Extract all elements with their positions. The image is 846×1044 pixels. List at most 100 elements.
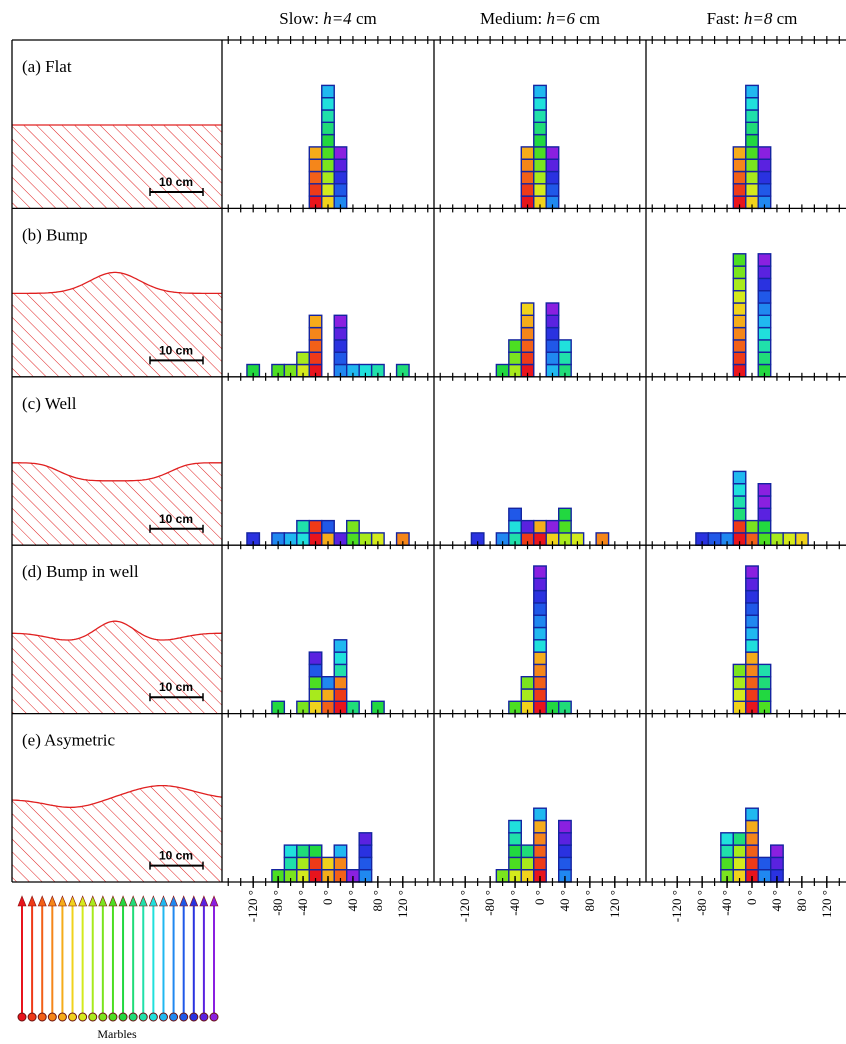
legend-marble bbox=[118, 1012, 128, 1022]
marble-square bbox=[745, 577, 759, 592]
marble-square bbox=[745, 651, 759, 666]
marble-square bbox=[745, 121, 759, 136]
x-tick-label: 40 ° bbox=[557, 890, 572, 911]
marble-square bbox=[333, 676, 348, 690]
legend-arrow-head bbox=[47, 895, 57, 907]
legend-arrow-head bbox=[57, 895, 67, 907]
legend-arrow-head bbox=[88, 895, 98, 907]
x-tick-label: -40 ° bbox=[719, 890, 734, 916]
marble-square bbox=[732, 663, 747, 678]
marble-square bbox=[545, 183, 560, 197]
legend-arrow-head bbox=[199, 895, 209, 907]
marble-square bbox=[745, 96, 759, 111]
marble-square bbox=[757, 326, 772, 341]
marble-square bbox=[558, 351, 572, 366]
marble-square bbox=[757, 170, 772, 185]
row-label: (e) Asymetric bbox=[22, 731, 115, 750]
marble-square bbox=[533, 663, 547, 678]
marble-square bbox=[732, 844, 747, 859]
header-speed: Medium: bbox=[480, 9, 542, 28]
marble-square bbox=[358, 856, 373, 871]
marble-square bbox=[732, 158, 747, 173]
x-tick-label: 120 ° bbox=[607, 890, 622, 918]
marble-square bbox=[745, 158, 759, 173]
marble-square bbox=[358, 832, 373, 846]
marble-square bbox=[308, 314, 323, 329]
marble-square bbox=[520, 146, 535, 160]
x-tick-label: 0 ° bbox=[532, 890, 547, 905]
legend-marble bbox=[27, 1012, 37, 1022]
marble-square bbox=[732, 676, 747, 690]
marble-square bbox=[520, 688, 535, 703]
header-speed: Slow: bbox=[279, 9, 319, 28]
marble-square bbox=[558, 844, 572, 859]
x-tick-label: 40 ° bbox=[345, 890, 360, 911]
marble-square bbox=[533, 170, 547, 185]
marble-square bbox=[520, 326, 535, 341]
marble-square bbox=[333, 351, 348, 366]
legend-arrow-head bbox=[118, 895, 128, 907]
marble-square bbox=[333, 651, 348, 666]
terrain-surface bbox=[12, 620, 223, 641]
marble-square bbox=[732, 351, 747, 366]
marble-square bbox=[757, 146, 772, 160]
header-unit: cm bbox=[777, 9, 798, 28]
marble-square bbox=[508, 519, 522, 534]
x-tick-label: 0 ° bbox=[744, 890, 759, 905]
marble-square bbox=[333, 170, 348, 185]
legend-arrow-head bbox=[78, 895, 88, 907]
marble-square bbox=[520, 856, 535, 871]
terrain-fill bbox=[12, 621, 222, 714]
marble-square bbox=[321, 519, 335, 534]
legend-marble bbox=[88, 1012, 98, 1022]
marble-square bbox=[321, 146, 335, 160]
marble-square bbox=[757, 483, 772, 497]
marble-square bbox=[520, 302, 535, 317]
marble-square bbox=[333, 146, 348, 160]
marble-square bbox=[520, 844, 535, 859]
marble-square bbox=[308, 676, 323, 690]
marble-square bbox=[508, 856, 522, 871]
marble-square bbox=[732, 339, 747, 353]
marble-square bbox=[508, 832, 522, 846]
terrain-surface bbox=[12, 462, 222, 482]
legend-arrow-head bbox=[148, 895, 158, 907]
marble-square bbox=[308, 688, 323, 703]
marble-square bbox=[533, 807, 547, 822]
marble-square bbox=[533, 589, 547, 604]
marble-square bbox=[732, 265, 747, 280]
marble-square bbox=[321, 183, 335, 197]
marble-square bbox=[720, 844, 734, 859]
marble-square bbox=[533, 96, 547, 111]
marble-square bbox=[558, 339, 572, 353]
marble-square bbox=[333, 314, 348, 329]
marble-square bbox=[296, 351, 310, 366]
marble-square bbox=[321, 688, 335, 703]
marble-square bbox=[732, 507, 747, 522]
header-unit: cm bbox=[356, 9, 377, 28]
marble-square bbox=[520, 170, 535, 185]
marble-square bbox=[757, 676, 772, 690]
marble-square bbox=[545, 158, 560, 173]
marble-square bbox=[333, 183, 348, 197]
header-h: h=6 bbox=[547, 9, 576, 28]
marble-square bbox=[533, 639, 547, 653]
marble-square bbox=[745, 146, 759, 160]
marble-square bbox=[745, 819, 759, 834]
marble-square bbox=[732, 277, 747, 292]
marble-square bbox=[732, 483, 747, 497]
legend-arrow-head bbox=[128, 895, 138, 907]
marble-square bbox=[732, 290, 747, 304]
marble-square bbox=[533, 519, 547, 534]
marble-square bbox=[520, 314, 535, 329]
marble-square bbox=[757, 265, 772, 280]
marble-square bbox=[757, 507, 772, 522]
marble-square bbox=[308, 183, 323, 197]
marble-square bbox=[358, 844, 373, 859]
marble-square bbox=[533, 183, 547, 197]
marble-square bbox=[757, 183, 772, 197]
column-header: Medium: h=6 cm bbox=[480, 9, 600, 28]
marble-square bbox=[321, 856, 335, 871]
marble-square bbox=[545, 170, 560, 185]
legend-marble bbox=[68, 1012, 78, 1022]
